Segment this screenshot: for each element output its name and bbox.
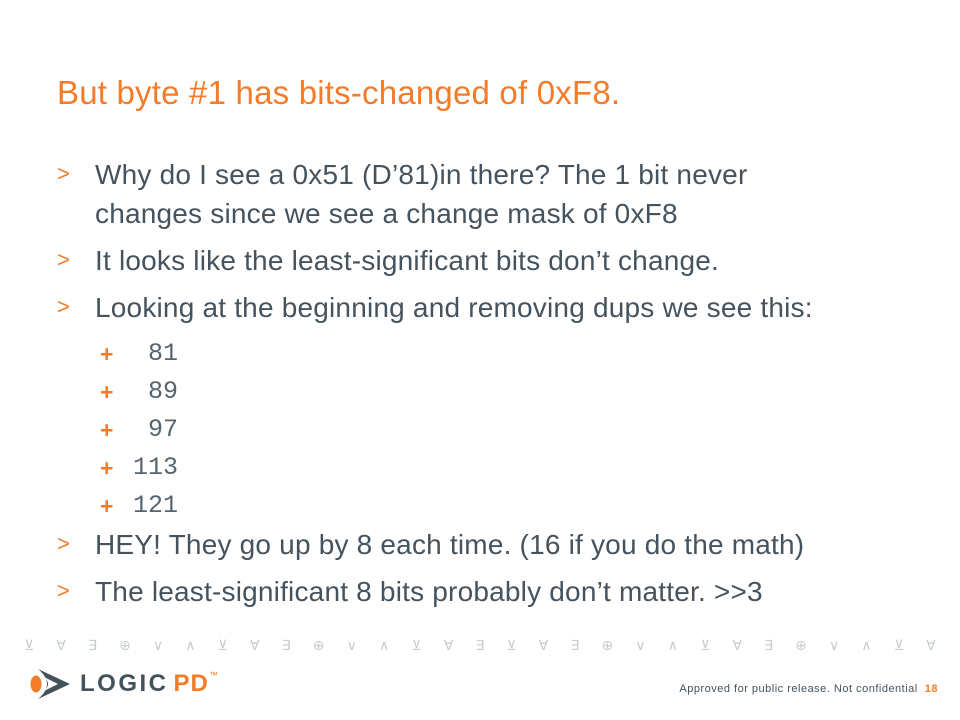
- band-glyph: ∧: [378, 638, 390, 654]
- sub-bullet-marker: +: [100, 379, 114, 405]
- logicpd-logo-icon: [30, 669, 70, 699]
- bullet-text: 81: [133, 339, 179, 368]
- bullet-text: 89: [133, 377, 179, 406]
- band-glyph: ∃: [475, 638, 485, 654]
- band-glyph: ⊻: [217, 638, 228, 654]
- band-glyph: ∧: [861, 638, 872, 654]
- band-glyph: ∃: [281, 638, 291, 654]
- band-glyph: ∀: [732, 638, 743, 654]
- sub-bullet-marker: +: [100, 417, 114, 443]
- band-glyph: ∀: [443, 638, 454, 654]
- bullet-text: Looking at the beginning and removing du…: [95, 292, 813, 323]
- band-glyph: ⊕: [119, 638, 131, 654]
- band-glyph: ∨: [829, 638, 840, 654]
- page-number: 18: [924, 683, 938, 695]
- bullet-text: Why do I see a 0x51 (D’81)in there? The …: [95, 159, 748, 229]
- bullet-text: HEY! They go up by 8 each time. (16 if y…: [95, 529, 805, 560]
- band-glyph: ⊻: [24, 638, 35, 654]
- slide-title: But byte #1 has bits-changed of 0xF8.: [57, 74, 621, 111]
- trademark-symbol: ™: [208, 670, 218, 680]
- decorative-band: ⊻ ∀ ∃ ⊕ ∨ ∧ ⊻ ∀ ∃ ⊕ ∨ ∧ ⊻ ∀ ∃ ⊻ ∀ ∃ ⊕ ∨ ∧ ⊻ ∀ ∃ ⊕ ∨ ∧ ⊻ ∀: [24, 638, 936, 654]
- band-glyph: ∨: [635, 638, 646, 654]
- band-glyph: ⊕: [795, 638, 807, 654]
- logo-text-primary: LOGIC: [80, 670, 169, 697]
- band-glyph: ∧: [185, 638, 196, 654]
- bullet-marker: >: [57, 531, 70, 556]
- sub-bullet-marker: +: [100, 341, 114, 367]
- band-glyph: ∃: [570, 638, 580, 654]
- band-glyph: ∧: [667, 638, 678, 654]
- band-glyph: ∃: [764, 638, 774, 654]
- sub-bullet-marker: +: [100, 493, 114, 519]
- bullet-marker: >: [57, 247, 70, 272]
- bullet-item: > Why do I see a 0x51 (D’81)in there? The…: [57, 155, 937, 233]
- sub-bullet-marker: +: [100, 455, 114, 481]
- sub-bullet-item: +121: [100, 487, 937, 525]
- bullet-text: The least-significant 8 bits probably do…: [95, 576, 763, 607]
- bullet-text: 121: [133, 491, 179, 520]
- band-glyph: ∀: [250, 638, 260, 654]
- band-glyph: ∀: [538, 638, 549, 654]
- bullet-item: > HEY! They go up by 8 each time. (16 if …: [57, 525, 937, 564]
- bullet-marker: >: [57, 578, 70, 603]
- bullet-item: > It looks like the least-significant bit…: [57, 241, 937, 280]
- sub-bullet-item: + 89: [100, 373, 937, 411]
- band-glyph: ∨: [346, 638, 357, 654]
- sub-bullet-item: +113: [100, 449, 937, 487]
- sub-bullet-item: + 97: [100, 411, 937, 449]
- bullet-marker: >: [57, 294, 70, 319]
- bullet-item: > The least-significant 8 bits probably d…: [57, 572, 937, 611]
- bullet-text: It looks like the least-significant bits…: [95, 245, 720, 276]
- band-glyph: ∃: [88, 638, 97, 654]
- logicpd-logo: LOGIC PD ™: [30, 668, 218, 700]
- approval-text: Approved for public release. Not confide…: [679, 683, 918, 695]
- band-glyph: ⊻: [893, 638, 904, 654]
- band-glyph: ⊕: [312, 638, 325, 654]
- bullet-text: 97: [133, 415, 179, 444]
- band-glyph: ⊕: [601, 638, 614, 654]
- bullet-list: > Why do I see a 0x51 (D’81)in there? The…: [57, 155, 937, 619]
- band-glyph: ⊻: [506, 638, 517, 654]
- band-glyph: ∀: [926, 638, 936, 654]
- bullet-item: > Looking at the beginning and removing d…: [57, 288, 937, 327]
- bullet-marker: >: [57, 161, 70, 186]
- band-glyph: ∨: [152, 638, 164, 654]
- sub-bullet-item: + 81: [100, 335, 937, 373]
- band-glyph: ⊻: [411, 638, 422, 654]
- footer-approval: Approved for public release. Not confide…: [679, 683, 938, 695]
- bullet-text: 113: [133, 453, 179, 482]
- logo-text-secondary: PD: [173, 670, 209, 697]
- band-glyph: ∀: [56, 638, 66, 654]
- band-glyph: ⊻: [700, 638, 711, 654]
